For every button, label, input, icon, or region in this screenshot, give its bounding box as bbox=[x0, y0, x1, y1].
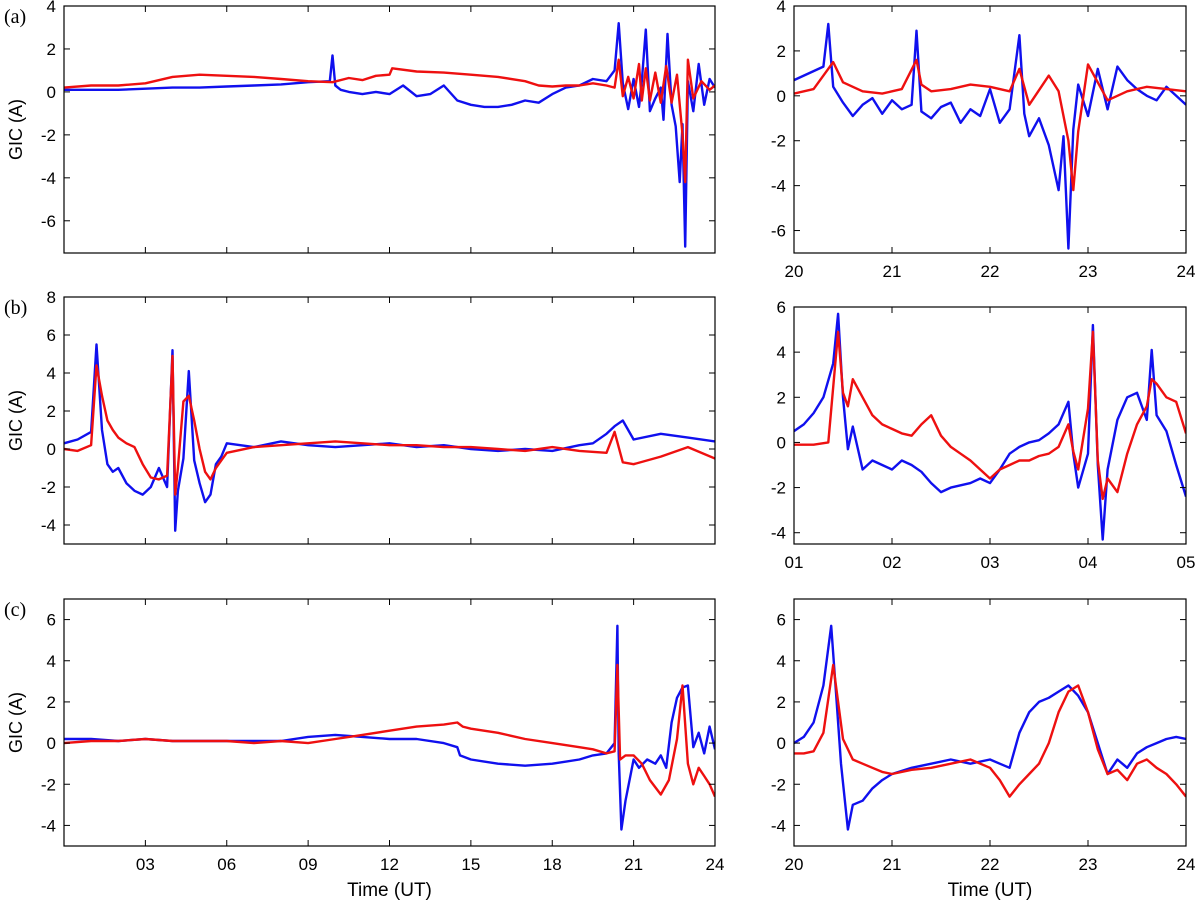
y-tick-label: -2 bbox=[41, 126, 56, 145]
y-tick-label: -4 bbox=[771, 524, 786, 543]
y-tick-label: 0 bbox=[47, 440, 56, 459]
series-blue-line bbox=[64, 624, 715, 831]
panel-b-left: 8 6 4 2 0 -2 -4 GIC (A) (b) bbox=[4, 288, 716, 545]
x-tick-label: 20 bbox=[785, 262, 804, 281]
panel-a-right: 420-2-4-620 21 22 23 24 bbox=[771, 0, 1196, 281]
series-red-line bbox=[64, 58, 715, 184]
series-red-line bbox=[794, 58, 1186, 192]
y-tick-label: 4 bbox=[777, 343, 786, 362]
y-axis-label: GIC (A) bbox=[6, 390, 26, 451]
y-tick-label: 6 bbox=[777, 611, 786, 630]
y-tick-label: -6 bbox=[41, 212, 56, 231]
x-tick-label: 04 bbox=[1079, 553, 1098, 572]
x-tick-label: 09 bbox=[299, 855, 318, 874]
x-tick-label: 24 bbox=[1177, 855, 1196, 874]
panel-label: (a) bbox=[4, 6, 26, 28]
plot-frame bbox=[793, 5, 1187, 254]
x-tick-label: 24 bbox=[706, 855, 725, 874]
y-tick-label: 4 bbox=[47, 652, 56, 671]
y-tick-label: 2 bbox=[777, 693, 786, 712]
y-tick-label: -2 bbox=[41, 478, 56, 497]
y-tick-label: 8 bbox=[47, 288, 56, 307]
x-tick-label: 12 bbox=[380, 855, 399, 874]
x-tick-label: 23 bbox=[1079, 262, 1098, 281]
y-tick-label: -2 bbox=[771, 479, 786, 498]
y-tick-label: 6 bbox=[777, 298, 786, 317]
x-tick-label: 22 bbox=[981, 262, 1000, 281]
y-tick-label: 4 bbox=[47, 364, 56, 383]
x-axis-label: Time (UT) bbox=[347, 880, 432, 901]
x-tick-label: 21 bbox=[624, 855, 643, 874]
series-blue-line bbox=[794, 624, 1186, 831]
y-tick-label: -4 bbox=[41, 169, 56, 188]
y-tick-label: 6 bbox=[47, 611, 56, 630]
y-tick-label: 0 bbox=[47, 83, 56, 102]
series-red-line bbox=[64, 354, 715, 496]
y-tick-label: 4 bbox=[777, 0, 786, 16]
x-tick-label: 18 bbox=[543, 855, 562, 874]
y-tick-label: 2 bbox=[777, 42, 786, 61]
y-tick-label: -4 bbox=[41, 816, 56, 835]
x-tick-label: 05 bbox=[1177, 553, 1196, 572]
x-tick-label: 22 bbox=[981, 855, 1000, 874]
x-tick-label: 03 bbox=[981, 553, 1000, 572]
series-red-line bbox=[64, 663, 715, 798]
y-tick-label: -4 bbox=[771, 177, 786, 196]
x-tick-label: 23 bbox=[1079, 855, 1098, 874]
y-tick-label: 0 bbox=[777, 734, 786, 753]
y-tick-label: -2 bbox=[41, 775, 56, 794]
y-tick-label: 6 bbox=[47, 326, 56, 345]
x-tick-label: 06 bbox=[217, 855, 236, 874]
series-blue-line bbox=[794, 22, 1186, 250]
y-tick-label: -2 bbox=[771, 132, 786, 151]
x-tick-label: 03 bbox=[136, 855, 155, 874]
y-tick-label: 4 bbox=[47, 0, 56, 16]
y-axis-label: GIC (A) bbox=[6, 692, 26, 753]
panel-a-left: 4 2 0 -2 -4 -6 GIC (A) (a) bbox=[4, 0, 716, 254]
y-tick-label: 2 bbox=[777, 388, 786, 407]
x-tick-label: 21 bbox=[883, 262, 902, 281]
panel-label: (b) bbox=[4, 297, 27, 319]
x-tick-label: 21 bbox=[883, 855, 902, 874]
x-tick-label: 24 bbox=[1177, 262, 1196, 281]
y-tick-label: 0 bbox=[47, 734, 56, 753]
series-red-line bbox=[794, 330, 1186, 501]
y-tick-label: -4 bbox=[771, 816, 786, 835]
panel-label: (c) bbox=[4, 599, 26, 621]
y-tick-label: 2 bbox=[47, 693, 56, 712]
y-tick-label: 2 bbox=[47, 40, 56, 59]
series-red-line bbox=[794, 663, 1186, 798]
y-axis-label: GIC (A) bbox=[6, 99, 26, 160]
x-axis-label: Time (UT) bbox=[948, 880, 1033, 901]
y-tick-label: -2 bbox=[771, 775, 786, 794]
x-tick-label: 20 bbox=[785, 855, 804, 874]
plot-frame bbox=[63, 296, 716, 545]
y-tick-label: 0 bbox=[777, 433, 786, 452]
series-blue-line bbox=[794, 312, 1186, 541]
y-tick-label: 4 bbox=[777, 652, 786, 671]
y-tick-label: -6 bbox=[771, 222, 786, 241]
panel-c-left: 6 4 2 0 -2 -4 03 06 09 12 15 18 21 24 GIC (A) Time (UT)… bbox=[4, 598, 725, 901]
x-tick-label: 15 bbox=[461, 855, 480, 874]
series-blue-line bbox=[64, 343, 715, 532]
x-tick-label: 01 bbox=[785, 553, 804, 572]
panel-b-right: 6 4 2 0 -2 -4 01 02 03 04 05 bbox=[771, 298, 1196, 572]
series-blue-line bbox=[64, 22, 715, 248]
y-tick-label: 2 bbox=[47, 402, 56, 421]
y-tick-label: 0 bbox=[777, 87, 786, 106]
x-tick-label: 02 bbox=[883, 553, 902, 572]
y-tick-label: -4 bbox=[41, 516, 56, 535]
